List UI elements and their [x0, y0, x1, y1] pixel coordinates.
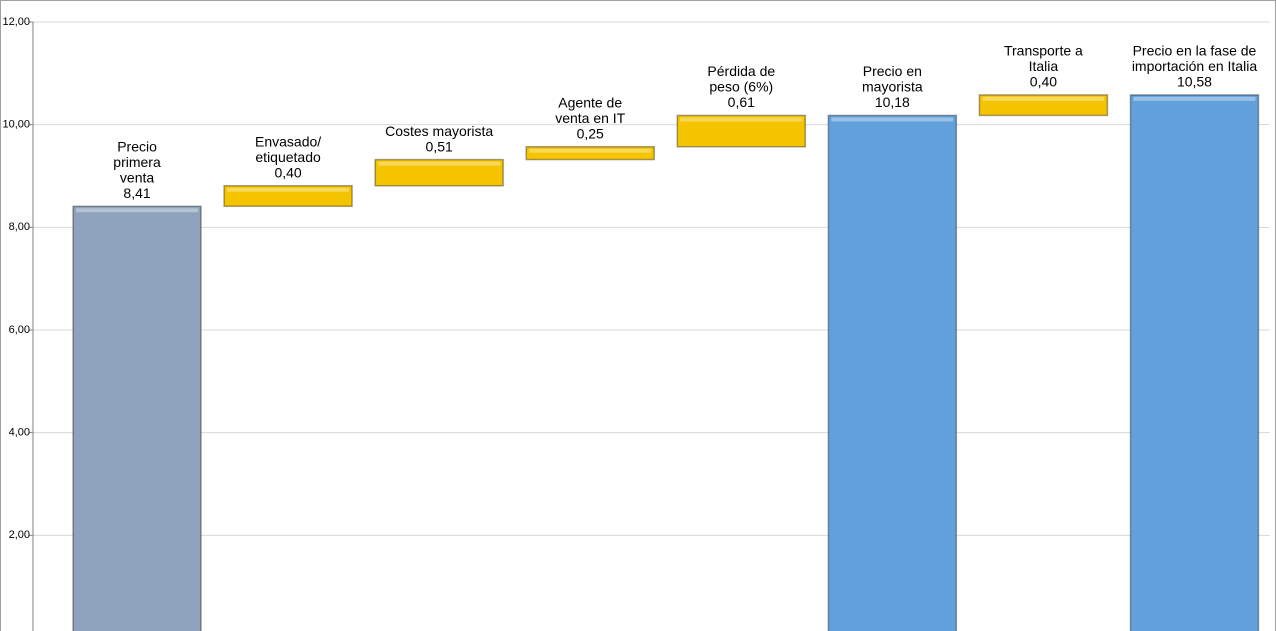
bar — [223, 185, 353, 208]
bar — [827, 114, 958, 631]
category-label: Pérdida de — [707, 63, 775, 79]
category-label: Precio en la fase de — [1133, 43, 1257, 59]
y-tick-label: 10,00 — [2, 119, 30, 131]
value-label: 10,58 — [1177, 74, 1212, 90]
bar — [978, 94, 1109, 117]
bar-highlight — [76, 208, 199, 213]
bar-highlight — [529, 148, 652, 153]
category-label: mayorista — [862, 79, 923, 95]
bar — [676, 114, 807, 148]
y-tick-label: 4,00 — [9, 427, 30, 439]
category-label: venta — [120, 169, 154, 185]
y-tick-label: 6,00 — [9, 324, 30, 336]
value-label: 0,40 — [1030, 74, 1057, 90]
bar-highlight — [982, 96, 1105, 101]
category-label: etiquetado — [255, 149, 321, 165]
bar — [1129, 94, 1260, 631]
category-label: venta en IT — [555, 110, 625, 126]
category-label: Envasado/ — [255, 133, 321, 149]
bar — [525, 145, 655, 161]
category-label: Agente de — [558, 94, 622, 110]
category-label: importación en Italia — [1132, 58, 1258, 74]
value-label: 0,61 — [728, 94, 755, 110]
category-label: Precio en — [863, 63, 922, 79]
y-tick-label: 8,00 — [9, 221, 30, 233]
bar-highlight — [680, 117, 803, 122]
value-label: 0,40 — [274, 164, 301, 180]
category-label: Transporte a — [1004, 43, 1083, 59]
category-label: Italia — [1029, 58, 1059, 74]
y-tick-label: 12,00 — [2, 16, 30, 28]
bar — [72, 205, 202, 631]
value-label: 8,41 — [123, 185, 150, 201]
bar-highlight — [831, 117, 954, 122]
category-label: Precio — [117, 138, 157, 154]
bar — [374, 158, 504, 187]
bar-highlight — [378, 161, 501, 166]
value-label: 0,51 — [426, 138, 453, 154]
category-label: peso (6%) — [709, 79, 773, 95]
value-label: 0,25 — [577, 125, 604, 141]
bar-highlight — [1133, 96, 1256, 101]
y-tick-label: 2,00 — [9, 529, 30, 541]
value-label: 10,18 — [875, 94, 910, 110]
category-label: primera — [113, 154, 161, 170]
category-label: Costes mayorista — [385, 123, 493, 139]
bar-highlight — [227, 187, 350, 192]
